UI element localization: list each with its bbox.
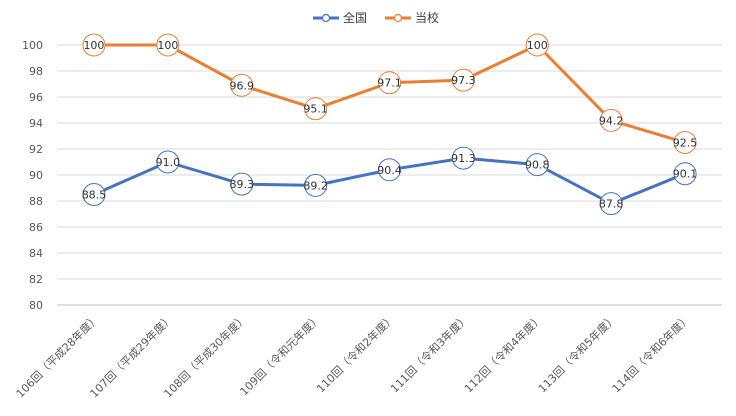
legend: 全国 当校 bbox=[313, 10, 439, 25]
y-tick-label: 92 bbox=[29, 143, 43, 156]
data-label: 91.3 bbox=[451, 152, 476, 165]
x-tick-label: 109回（令和元年度） bbox=[237, 311, 324, 398]
y-tick-label: 88 bbox=[29, 195, 43, 208]
data-label: 92.5 bbox=[673, 137, 698, 150]
y-axis-ticks: 80 82 84 86 88 90 92 94 96 98 100 bbox=[22, 39, 43, 312]
data-labels: 88.5 91.0 89.3 89.2 90.4 91.3 90.8 87.8 90.1 100 1… bbox=[82, 33, 698, 216]
legend-label-national: 全国 bbox=[343, 10, 367, 25]
data-label: 87.8 bbox=[599, 198, 624, 211]
y-tick-label: 82 bbox=[29, 273, 43, 286]
data-point bbox=[304, 173, 328, 197]
data-point bbox=[599, 192, 623, 216]
data-label: 100 bbox=[83, 39, 104, 52]
data-point bbox=[525, 33, 549, 57]
x-tick-label: 112回（令和4年度） bbox=[461, 311, 545, 395]
data-label: 89.3 bbox=[229, 178, 254, 191]
data-label: 90.8 bbox=[525, 159, 550, 172]
data-point bbox=[378, 158, 401, 182]
data-point bbox=[451, 146, 475, 170]
legend-label-school: 当校 bbox=[415, 10, 439, 25]
x-tick-label: 113回（令和5年度） bbox=[535, 311, 619, 395]
y-tick-label: 94 bbox=[29, 117, 43, 130]
y-tick-label: 80 bbox=[29, 299, 43, 312]
data-point bbox=[156, 33, 180, 57]
data-label: 97.1 bbox=[377, 77, 402, 90]
data-label: 90.1 bbox=[673, 168, 698, 181]
data-label: 89.2 bbox=[303, 179, 328, 192]
data-label: 100 bbox=[157, 39, 178, 52]
data-point bbox=[378, 71, 401, 95]
data-point bbox=[230, 172, 254, 196]
data-point bbox=[673, 131, 697, 154]
x-tick-label: 106回（平成28年度） bbox=[13, 311, 102, 400]
data-label: 95.1 bbox=[303, 103, 328, 116]
data-label: 91.0 bbox=[156, 156, 181, 169]
data-label: 90.4 bbox=[377, 164, 402, 177]
data-point bbox=[451, 68, 475, 92]
legend-marker-school bbox=[393, 13, 403, 23]
x-tick-label: 110回（令和2年度） bbox=[313, 311, 397, 395]
y-tick-label: 86 bbox=[29, 221, 43, 234]
x-tick-label: 108回（平成30年度） bbox=[161, 311, 250, 400]
x-tick-label: 107回（平成29年度） bbox=[87, 311, 176, 400]
data-point bbox=[156, 150, 180, 174]
data-label: 88.5 bbox=[82, 189, 107, 202]
x-axis-ticks: 106回（平成28年度）107回（平成29年度）108回（平成30年度）109回… bbox=[13, 311, 693, 400]
x-tick-label: 114回（令和6年度） bbox=[609, 311, 693, 395]
y-tick-label: 98 bbox=[29, 65, 43, 78]
data-point bbox=[525, 153, 549, 177]
data-point bbox=[82, 33, 106, 57]
data-point bbox=[304, 97, 328, 121]
data-point bbox=[673, 162, 697, 186]
data-point bbox=[599, 108, 623, 132]
y-tick-label: 84 bbox=[29, 247, 43, 260]
data-label: 94.2 bbox=[599, 114, 624, 127]
x-tick-label: 111回（令和3年度） bbox=[387, 311, 471, 395]
data-label: 96.9 bbox=[229, 79, 254, 92]
data-point bbox=[230, 73, 254, 97]
y-tick-label: 90 bbox=[29, 169, 43, 182]
y-tick-label: 100 bbox=[22, 39, 43, 52]
data-label: 97.3 bbox=[451, 74, 476, 87]
data-label: 100 bbox=[527, 39, 548, 52]
data-point bbox=[82, 183, 106, 206]
legend-marker-national bbox=[321, 13, 331, 23]
y-tick-label: 96 bbox=[29, 91, 43, 104]
